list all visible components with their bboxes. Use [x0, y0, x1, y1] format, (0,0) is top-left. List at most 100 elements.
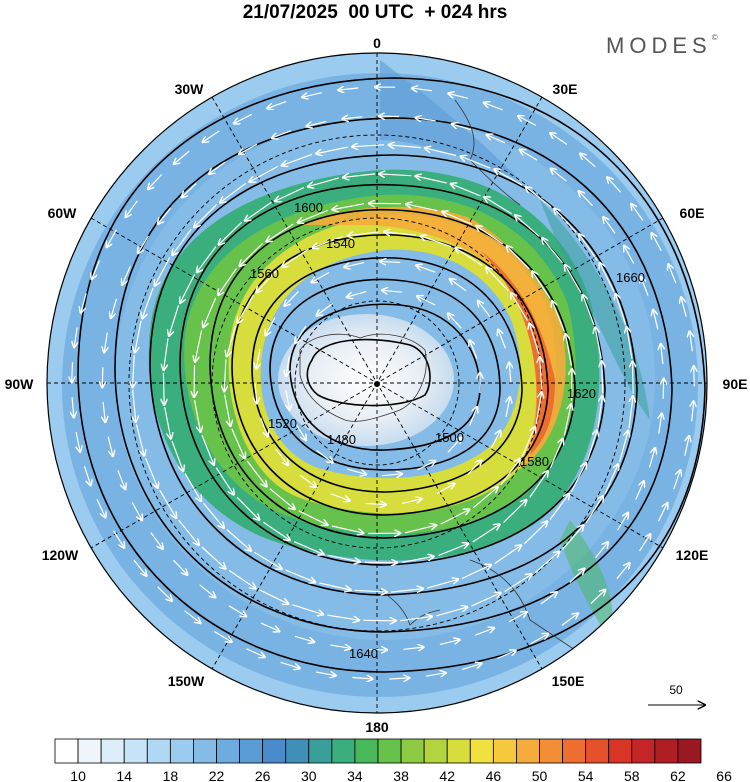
lon-label-120w: 120W — [42, 547, 79, 563]
wind-arrow-icon — [344, 262, 365, 268]
wind-arrow-icon — [597, 396, 602, 428]
wind-arrow-icon — [227, 325, 237, 357]
wind-arrow-icon — [333, 203, 365, 210]
wind-arrow-icon — [246, 648, 265, 657]
wind-arrow-icon — [135, 424, 145, 455]
wind-arrow-icon — [511, 293, 528, 322]
colorbar-tick-label: 54 — [578, 768, 594, 782]
wind-arrow-icon — [523, 522, 547, 545]
wind-arrow-icon — [508, 612, 527, 623]
wind-arrow-icon — [506, 397, 510, 418]
wind-arrow-icon — [307, 120, 327, 127]
wind-arrow-icon — [267, 223, 294, 242]
wind-arrow-icon — [126, 200, 138, 217]
wind-arrow-icon — [470, 340, 478, 360]
colorbar-swatch — [77, 738, 102, 764]
wind-arrow-icon — [234, 113, 253, 123]
wind-arrow-icon — [580, 154, 596, 168]
lon-label-0: 0 — [373, 35, 381, 51]
wind-arrow-icon — [600, 263, 615, 292]
wind-arrow-icon — [472, 487, 497, 509]
wind-arrow-icon — [220, 182, 247, 202]
wind-arrow-icon — [421, 236, 452, 248]
wind-arrow-icon — [604, 464, 618, 494]
wind-arrow-icon — [449, 94, 469, 99]
wind-arrow-icon — [81, 293, 87, 312]
wind-arrow-icon — [145, 457, 158, 488]
wind-arrow-icon — [107, 229, 118, 248]
wind-arrow-icon — [484, 103, 503, 111]
wind-arrow-icon — [184, 610, 201, 623]
wind-arrow-icon — [133, 355, 135, 387]
wind-arrow-icon — [236, 496, 259, 520]
wind-arrow-icon — [293, 541, 323, 555]
wind-arrow-icon — [469, 407, 477, 426]
lon-label-150w: 150W — [168, 673, 205, 689]
wind-arrow-icon — [343, 117, 363, 119]
wind-arrow-icon — [550, 133, 568, 145]
wind-arrow-icon — [478, 301, 491, 318]
wind-arrow-icon — [382, 290, 402, 292]
wind-arrow-icon — [112, 530, 125, 548]
lon-label-30e: 30E — [553, 81, 578, 97]
wind-arrow-icon — [294, 422, 306, 440]
contour-label-1660: 1660 — [616, 270, 645, 285]
wind-arrow-icon — [603, 217, 616, 234]
wind-arrow-icon — [343, 174, 376, 178]
colorbar-swatch — [123, 738, 148, 764]
wind-arrow-icon — [111, 298, 118, 318]
wind-arrow-icon — [401, 556, 433, 563]
wind-arrow-icon — [570, 463, 585, 492]
wind-arrow-icon — [260, 417, 268, 437]
colorbar-tick-label: 62 — [670, 768, 686, 782]
lon-label-60e: 60E — [680, 205, 705, 221]
contour-label-1500: 1500 — [435, 430, 464, 445]
wind-arrow-icon — [657, 503, 668, 522]
wind-arrow-icon — [633, 362, 634, 394]
colorbar-tick-label: 38 — [393, 768, 409, 782]
wind-arrow-icon — [518, 116, 537, 126]
wind-arrow-icon — [416, 265, 436, 273]
wind-arrow-icon — [624, 246, 635, 264]
wind-arrow-icon — [327, 614, 359, 620]
wind-arrow-icon — [652, 233, 662, 252]
colorbar-tick-label: 46 — [486, 768, 502, 782]
wind-arrow-icon — [467, 460, 482, 476]
wind-arrow-icon — [416, 118, 436, 121]
wind-arrow-icon — [461, 565, 491, 580]
wind-arrow-icon — [117, 470, 125, 489]
wind-arrow-icon — [299, 474, 316, 487]
wind-arrow-icon — [228, 569, 255, 588]
wind-arrow-icon — [280, 661, 300, 668]
contour-label-1580: 1580 — [520, 454, 549, 469]
wind-arrow-icon — [282, 248, 309, 267]
colorbar-swatch — [285, 738, 310, 764]
wind-arrow-icon — [520, 150, 538, 161]
wind-arrow-icon — [561, 613, 578, 626]
wind-arrow-icon — [319, 582, 350, 590]
wind-arrow-icon — [595, 542, 609, 559]
wind-arrow-icon — [164, 406, 171, 438]
wind-arrow-icon — [171, 440, 183, 471]
wind-arrow-icon — [174, 150, 190, 164]
wind-arrow-icon — [462, 664, 481, 670]
wind-arrow-icon — [401, 499, 422, 504]
colorbar-swatch — [631, 738, 656, 764]
colorbar-swatch — [331, 738, 356, 764]
wind-arrow-icon — [135, 320, 142, 352]
lon-label-90w: 90W — [5, 376, 35, 392]
wind-arrow-icon — [554, 209, 577, 233]
wind-arrow-icon — [285, 569, 316, 582]
wind-arrow-icon — [673, 470, 681, 490]
contour-label-1520: 1520 — [268, 416, 297, 431]
wind-arrow-icon — [690, 332, 693, 352]
colorbar-tick-label: 10 — [70, 768, 86, 782]
wind-arrow-icon — [447, 438, 461, 453]
wind-arrow-icon — [641, 277, 649, 296]
wind-arrow-icon — [254, 551, 281, 569]
wind-arrow-icon — [475, 628, 494, 636]
wind-arrow-icon — [509, 363, 511, 383]
wind-arrow-icon — [406, 204, 438, 212]
wind-arrow-icon — [504, 574, 532, 593]
colorbar-swatch — [193, 738, 217, 764]
